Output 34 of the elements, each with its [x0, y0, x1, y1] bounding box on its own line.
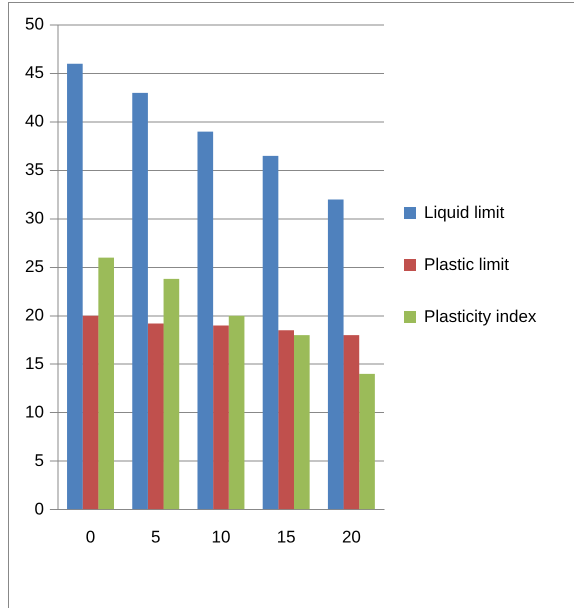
x-tick-label: 0 — [86, 527, 96, 546]
legend-label: Plasticity index — [424, 307, 536, 327]
y-tick-label: 25 — [24, 256, 44, 276]
x-tick-label: 5 — [151, 527, 160, 546]
y-tick-label: 40 — [24, 112, 44, 131]
bar — [359, 374, 375, 510]
bar — [164, 278, 180, 510]
bar — [262, 156, 278, 510]
bar — [344, 335, 360, 510]
y-tick-label: 30 — [24, 208, 44, 228]
bar — [294, 335, 310, 510]
bar — [98, 258, 114, 510]
bar — [278, 330, 294, 510]
y-tick-label: 15 — [24, 354, 44, 373]
x-tick-label: 20 — [342, 527, 361, 546]
legend-label: Plastic limit — [424, 255, 510, 275]
x-tick-label: 15 — [276, 527, 296, 546]
y-tick-label: 20 — [24, 305, 44, 324]
bar — [132, 92, 148, 510]
y-tick-label: 5 — [34, 450, 44, 470]
y-tick-label: 50 — [24, 14, 44, 34]
bar — [328, 199, 344, 510]
bar — [228, 316, 244, 510]
y-tick-label: 10 — [24, 402, 44, 422]
y-tick-label: 45 — [24, 63, 44, 82]
bar — [67, 64, 83, 510]
y-tick-label: 0 — [34, 499, 44, 518]
bar — [197, 132, 214, 510]
bar — [148, 324, 164, 510]
bar — [82, 316, 98, 510]
legend-label: Liquid limit — [424, 203, 504, 223]
bar — [213, 325, 229, 510]
x-tick-label: 10 — [211, 527, 230, 546]
y-tick-label: 35 — [24, 160, 44, 180]
